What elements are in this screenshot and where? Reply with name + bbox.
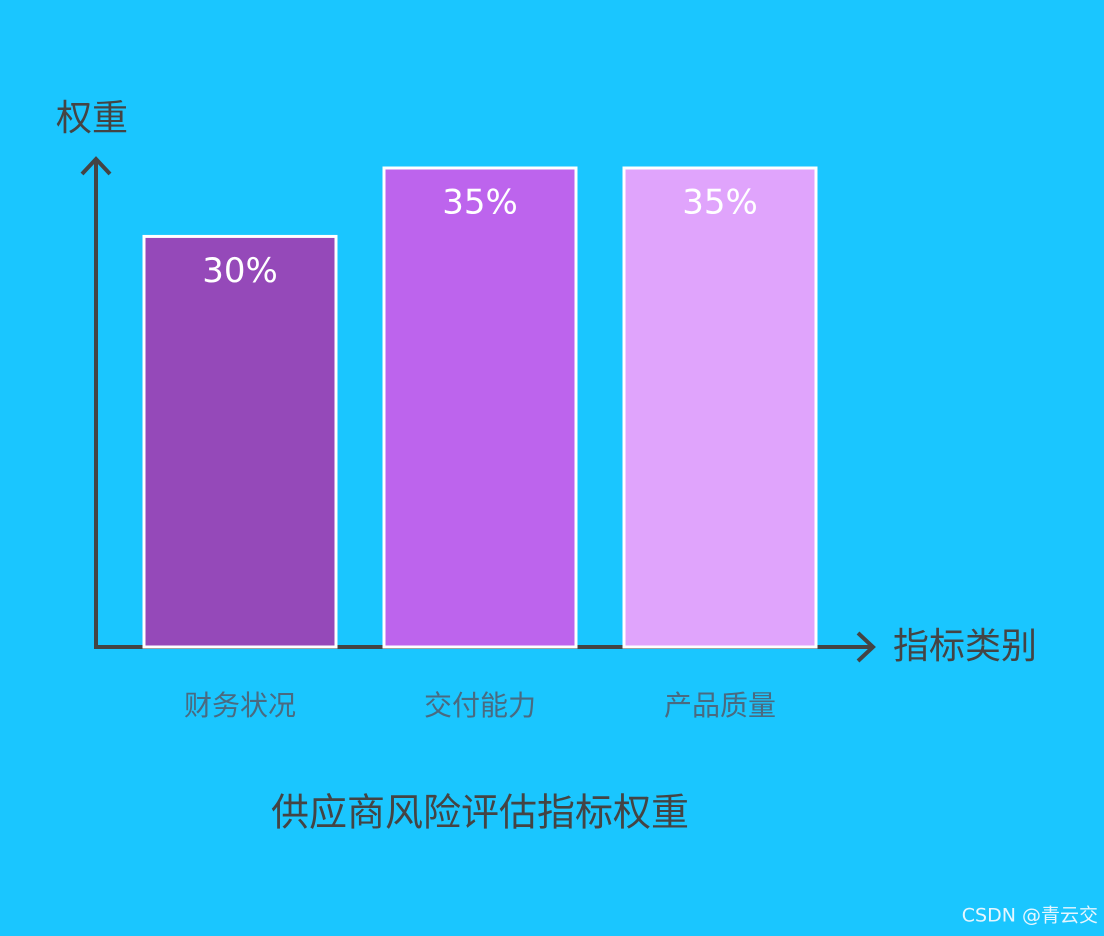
chart-title: 供应商风险评估指标权重 xyxy=(271,791,689,835)
x-tick-label: 产品质量 xyxy=(664,689,776,722)
y-axis-title: 权重 xyxy=(56,98,128,139)
value-label: 35% xyxy=(682,183,758,223)
x-tick-label: 交付能力 xyxy=(424,689,536,722)
bar xyxy=(142,234,338,649)
value-label: 30% xyxy=(202,251,278,291)
value-label: 35% xyxy=(442,183,518,223)
bar xyxy=(622,166,818,649)
y-axis-arrow xyxy=(80,156,112,176)
bar xyxy=(382,166,578,649)
x-tick-label: 财务状况 xyxy=(184,689,296,722)
watermark: CSDN @青云交 xyxy=(962,905,1098,927)
x-axis-title: 指标类别 xyxy=(893,626,1037,667)
x-axis-arrow xyxy=(856,631,876,663)
